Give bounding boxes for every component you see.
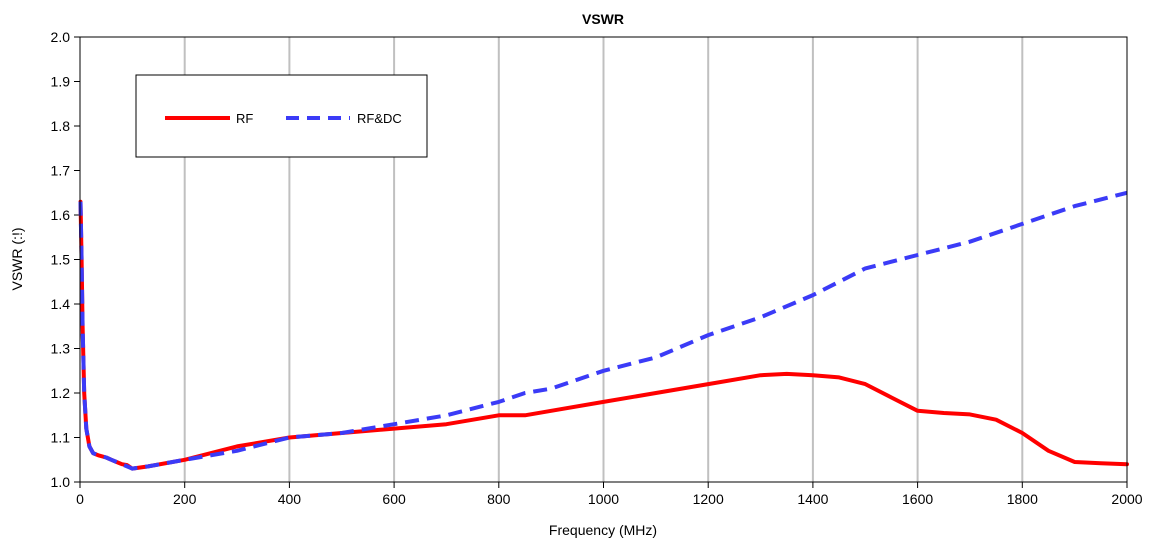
y-axis-label: VSWR (:!) [9,228,25,291]
y-tick-label: 1.4 [51,296,71,312]
legend-label-rf-dc: RF&DC [357,111,402,126]
y-tick-label: 1.1 [51,430,71,446]
plot-border [79,36,1128,483]
x-tick-label: 200 [173,491,197,507]
series-line-rf-dc [78,190,1128,471]
chart-title: VSWR [582,11,624,27]
y-tick-label: 1.2 [51,385,71,401]
y-tick-label: 2.0 [51,29,71,45]
x-tick-label: 1400 [797,491,828,507]
y-tick-label: 1.8 [51,118,71,134]
series-lines [78,190,1129,471]
x-tick-label: 1800 [1007,491,1038,507]
legend: RF RF&DC [135,74,428,158]
x-tick-label: 1600 [902,491,933,507]
series-line-rf [78,199,1129,471]
y-tick-label: 1.7 [51,163,71,179]
x-tick-label: 400 [278,491,302,507]
y-tick-label: 1.5 [51,252,71,268]
legend-label-rf: RF [236,111,253,126]
x-axis-label: Frequency (MHz) [549,522,657,538]
x-tick-label: 0 [76,491,84,507]
x-axis-ticks: 0 200 400 600 800 1000 1200 1400 1600 1800 2000 [76,482,1143,507]
y-tick-label: 1.9 [51,74,71,90]
x-tick-label: 1200 [693,491,724,507]
y-tick-label: 1.3 [51,341,71,357]
x-tick-label: 2000 [1111,491,1142,507]
x-tick-label: 600 [382,491,406,507]
x-tick-label: 1000 [588,491,619,507]
y-axis-ticks: 1.0 1.1 1.2 1.3 1.4 1.5 1.6 1.7 1.8 1.9 2.0 [51,29,80,490]
y-tick-label: 1.6 [51,207,71,223]
y-tick-label: 1.0 [51,474,71,490]
x-tick-label: 800 [487,491,511,507]
